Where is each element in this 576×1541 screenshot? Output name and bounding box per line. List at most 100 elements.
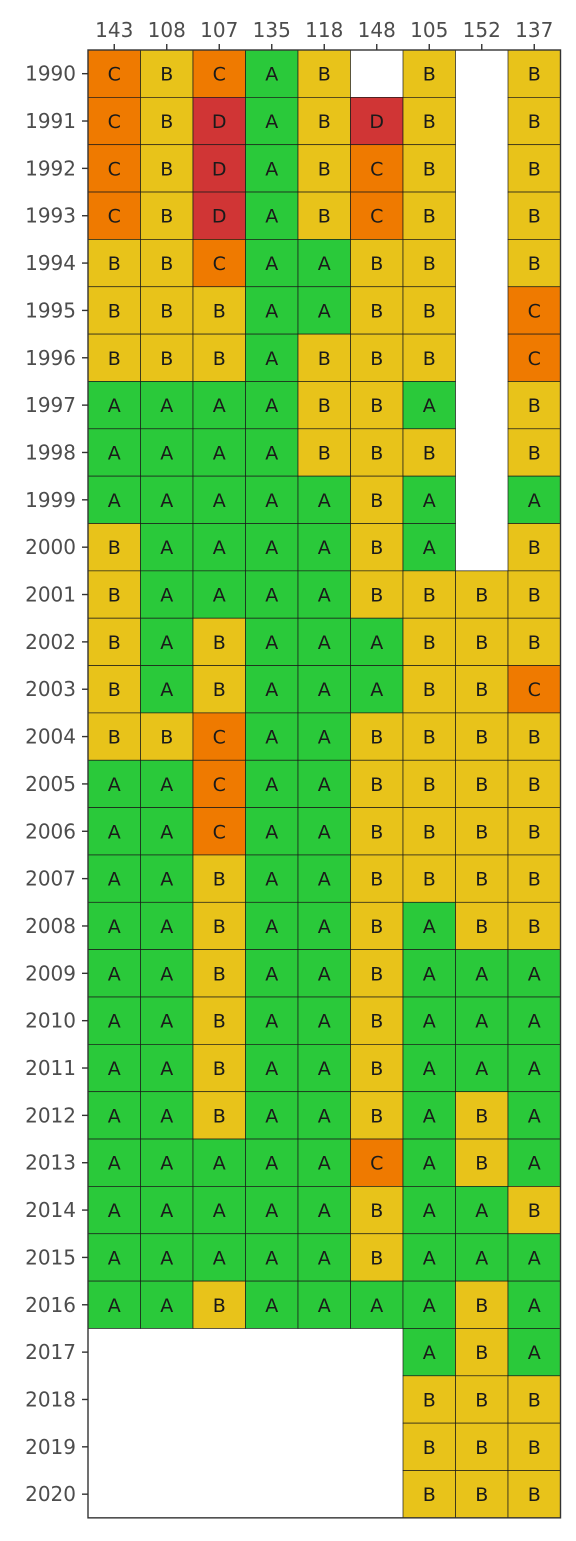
- heatmap-cell: [87, 333, 141, 382]
- cell-label: B: [423, 1437, 436, 1459]
- heatmap-cell: [455, 1280, 509, 1329]
- heatmap-cell: [297, 428, 351, 477]
- cell-label: A: [318, 774, 331, 796]
- heatmap-cell: [350, 333, 404, 382]
- cell-label: B: [318, 348, 331, 370]
- heatmap-cell: [507, 570, 561, 619]
- cell-label: A: [318, 537, 331, 559]
- heatmap-cell: [350, 1233, 404, 1282]
- cell-label: A: [423, 490, 436, 512]
- cell-label: B: [423, 348, 436, 370]
- cell-label: A: [213, 1200, 226, 1222]
- cell-label: A: [108, 1011, 121, 1033]
- heatmap-cell: [402, 96, 456, 146]
- heatmap-cell: [192, 759, 246, 808]
- cell-label: B: [108, 632, 121, 654]
- heatmap-cell: [297, 901, 351, 950]
- cell-label: A: [160, 821, 173, 843]
- row-label: 2002: [25, 630, 76, 654]
- cell-label: A: [423, 1295, 436, 1317]
- heatmap-cell: [245, 901, 299, 950]
- heatmap-cell: [455, 665, 509, 714]
- heatmap-cell: [350, 1091, 404, 1140]
- cell-label: A: [160, 679, 173, 701]
- heatmap-cell: [245, 617, 299, 666]
- heatmap-cell: [245, 1186, 299, 1235]
- column-label: 152: [463, 18, 501, 42]
- row-label: 2011: [25, 1056, 76, 1080]
- heatmap-cell: [402, 428, 456, 477]
- row-label: 1999: [25, 488, 76, 512]
- cell-label: B: [160, 727, 173, 749]
- heatmap-cell: [507, 333, 561, 382]
- row-label: 1990: [25, 62, 76, 86]
- row-label: 2018: [25, 1387, 76, 1411]
- cell-label: B: [213, 348, 226, 370]
- cell-label: B: [370, 774, 383, 796]
- heatmap-cell: [245, 1280, 299, 1329]
- heatmap-cell: [87, 475, 141, 524]
- heatmap-cell: [140, 901, 194, 950]
- heatmap-cell: [402, 239, 456, 288]
- heatmap-cell: [297, 1043, 351, 1093]
- cell-label: A: [423, 537, 436, 559]
- cell-label: B: [475, 1389, 488, 1411]
- heatmap-cell: [350, 286, 404, 335]
- heatmap-cell: [140, 144, 194, 193]
- cell-label: B: [528, 774, 541, 796]
- row-label: 2014: [25, 1198, 76, 1222]
- cell-label: B: [213, 679, 226, 701]
- heatmap-cell: [297, 144, 351, 193]
- row-label: 1994: [25, 251, 76, 275]
- cell-label: B: [528, 111, 541, 133]
- heatmap-cell: [455, 1186, 509, 1235]
- heatmap-cell: [297, 759, 351, 808]
- heatmap-cell: [402, 1186, 456, 1235]
- cell-label: B: [108, 348, 121, 370]
- cell-label: A: [265, 1295, 278, 1317]
- heatmap-cell: [192, 949, 246, 998]
- heatmap-cell: [507, 239, 561, 288]
- cell-label: C: [528, 679, 541, 701]
- cell-label: A: [318, 1295, 331, 1317]
- heatmap-cell: [87, 712, 141, 761]
- column-label: 135: [253, 18, 291, 42]
- heatmap-cell: [350, 1043, 404, 1093]
- heatmap-cell: [455, 854, 509, 903]
- cell-label: C: [213, 64, 226, 86]
- heatmap-cell: [507, 949, 561, 998]
- cell-label: A: [265, 821, 278, 843]
- heatmap-cell: [140, 191, 194, 240]
- row-label: 2007: [25, 867, 76, 891]
- cell-label: C: [370, 1153, 383, 1175]
- cell-label: A: [318, 916, 331, 938]
- cell-label: B: [370, 1058, 383, 1080]
- cell-label: A: [265, 727, 278, 749]
- cell-label: A: [160, 442, 173, 464]
- heatmap-cell: [140, 854, 194, 903]
- cell-label: B: [423, 1484, 436, 1506]
- heatmap-cell: [402, 949, 456, 998]
- cell-label: A: [318, 1153, 331, 1175]
- heatmap-cell: [455, 901, 509, 950]
- row-label: 2016: [25, 1293, 76, 1317]
- cell-label: A: [108, 490, 121, 512]
- cell-label: A: [108, 1058, 121, 1080]
- cell-label: A: [528, 1342, 541, 1364]
- heatmap-cell: [350, 1280, 404, 1329]
- heatmap-cell: [87, 49, 141, 98]
- heatmap-cell: [402, 1233, 456, 1282]
- cell-label: B: [423, 821, 436, 843]
- cell-label: A: [318, 727, 331, 749]
- cell-label: A: [528, 1011, 541, 1033]
- heatmap-cell: [140, 333, 194, 382]
- cell-label: B: [423, 727, 436, 749]
- cell-label: A: [423, 1200, 436, 1222]
- heatmap-cell: [507, 854, 561, 903]
- cell-label: C: [370, 158, 383, 180]
- heatmap-cell: [350, 712, 404, 761]
- heatmap-cell: [297, 665, 351, 714]
- cell-label: B: [160, 253, 173, 275]
- row-label: 2008: [25, 914, 76, 938]
- cell-label: A: [265, 1105, 278, 1127]
